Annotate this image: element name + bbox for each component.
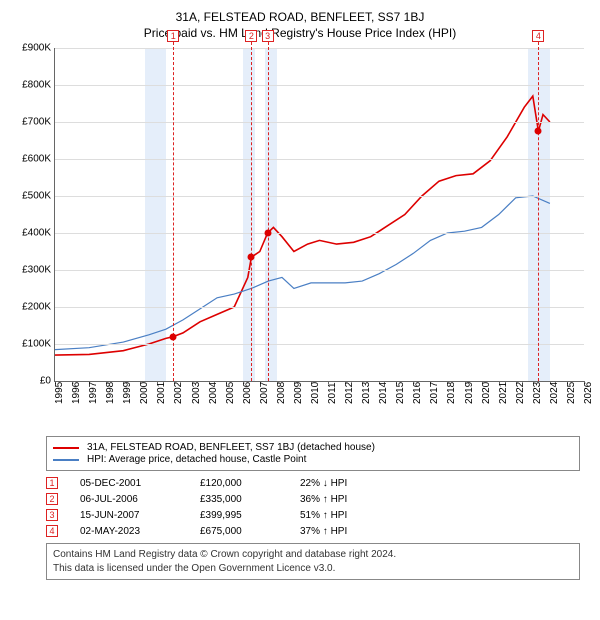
series-svg bbox=[55, 48, 584, 381]
attribution-line: This data is licensed under the Open Gov… bbox=[53, 562, 573, 576]
sales-row: 3 15-JUN-2007£399,99551% ↑ HPI bbox=[46, 509, 580, 521]
gridline bbox=[55, 233, 584, 234]
sales-row-badge: 1 bbox=[46, 477, 58, 489]
sales-row-badge: 4 bbox=[46, 525, 58, 537]
series-line-property bbox=[55, 96, 550, 355]
legend-item: 31A, FELSTEAD ROAD, BENFLEET, SS7 1BJ (d… bbox=[53, 442, 573, 453]
attribution-line: Contains HM Land Registry data © Crown c… bbox=[53, 548, 573, 562]
gridline bbox=[55, 122, 584, 123]
sales-table: 1 05-DEC-2001£120,00022% ↓ HPI 2 06-JUL-200… bbox=[46, 477, 580, 537]
sale-marker-dot bbox=[170, 333, 177, 340]
y-axis-label: £400K bbox=[11, 228, 51, 239]
sales-row-pct: 37% ↑ HPI bbox=[300, 526, 420, 537]
sale-marker-badge: 3 bbox=[262, 30, 274, 42]
legend-swatch bbox=[53, 459, 79, 461]
sales-row: 4 02-MAY-2023£675,00037% ↑ HPI bbox=[46, 525, 580, 537]
sales-row-date: 02-MAY-2023 bbox=[80, 526, 200, 537]
gridline bbox=[55, 270, 584, 271]
y-axis-label: £600K bbox=[11, 154, 51, 165]
y-axis-label: £200K bbox=[11, 302, 51, 313]
sales-row-date: 06-JUL-2006 bbox=[80, 494, 200, 505]
sale-marker-badge: 4 bbox=[532, 30, 544, 42]
chart-container: 31A, FELSTEAD ROAD, BENFLEET, SS7 1BJ Pr… bbox=[0, 0, 600, 590]
sales-row-badge: 3 bbox=[46, 509, 58, 521]
y-axis-label: £0 bbox=[11, 376, 51, 387]
sales-row-date: 05-DEC-2001 bbox=[80, 478, 200, 489]
legend-item: HPI: Average price, detached house, Cast… bbox=[53, 454, 573, 465]
gridline bbox=[55, 85, 584, 86]
sale-marker-line bbox=[268, 42, 269, 381]
chart-area: £0£100K£200K£300K£400K£500K£600K£700K£80… bbox=[54, 48, 584, 398]
chart-title: 31A, FELSTEAD ROAD, BENFLEET, SS7 1BJ bbox=[10, 10, 590, 24]
y-axis-label: £900K bbox=[11, 43, 51, 54]
plot-region: £0£100K£200K£300K£400K£500K£600K£700K£80… bbox=[54, 48, 584, 382]
gridline bbox=[55, 48, 584, 49]
sale-marker-dot bbox=[535, 128, 542, 135]
y-axis-label: £500K bbox=[11, 191, 51, 202]
sales-row: 1 05-DEC-2001£120,00022% ↓ HPI bbox=[46, 477, 580, 489]
sales-row-price: £399,995 bbox=[200, 510, 300, 521]
sales-row-badge: 2 bbox=[46, 493, 58, 505]
y-axis-label: £700K bbox=[11, 117, 51, 128]
sale-marker-line bbox=[251, 42, 252, 381]
sale-marker-badge: 1 bbox=[167, 30, 179, 42]
y-axis-label: £100K bbox=[11, 339, 51, 350]
y-axis-label: £800K bbox=[11, 80, 51, 91]
x-axis-label: 2026 bbox=[583, 382, 600, 404]
sales-row: 2 06-JUL-2006£335,00036% ↑ HPI bbox=[46, 493, 580, 505]
sale-marker-dot bbox=[248, 254, 255, 261]
sales-row-price: £335,000 bbox=[200, 494, 300, 505]
sales-row-date: 15-JUN-2007 bbox=[80, 510, 200, 521]
gridline bbox=[55, 344, 584, 345]
attribution-box: Contains HM Land Registry data © Crown c… bbox=[46, 543, 580, 580]
gridline bbox=[55, 196, 584, 197]
sales-row-pct: 51% ↑ HPI bbox=[300, 510, 420, 521]
sales-row-pct: 22% ↓ HPI bbox=[300, 478, 420, 489]
gridline bbox=[55, 159, 584, 160]
sales-row-price: £120,000 bbox=[200, 478, 300, 489]
legend-box: 31A, FELSTEAD ROAD, BENFLEET, SS7 1BJ (d… bbox=[46, 436, 580, 471]
sale-marker-line bbox=[538, 42, 539, 381]
sales-row-pct: 36% ↑ HPI bbox=[300, 494, 420, 505]
chart-subtitle: Price paid vs. HM Land Registry's House … bbox=[10, 26, 590, 40]
legend-label: 31A, FELSTEAD ROAD, BENFLEET, SS7 1BJ (d… bbox=[87, 442, 375, 453]
x-axis-labels: 1995199619971998199920002001200220032004… bbox=[54, 398, 584, 428]
legend-label: HPI: Average price, detached house, Cast… bbox=[87, 454, 306, 465]
sale-marker-badge: 2 bbox=[245, 30, 257, 42]
gridline bbox=[55, 307, 584, 308]
sale-marker-dot bbox=[264, 230, 271, 237]
sales-row-price: £675,000 bbox=[200, 526, 300, 537]
legend-swatch bbox=[53, 447, 79, 449]
y-axis-label: £300K bbox=[11, 265, 51, 276]
series-line-hpi bbox=[55, 196, 550, 350]
sale-marker-line bbox=[173, 42, 174, 381]
